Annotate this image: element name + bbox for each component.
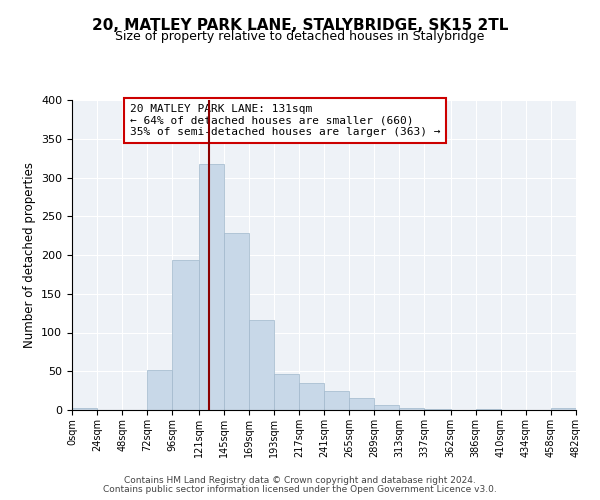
Bar — [72, 408, 97, 410]
Text: 20, MATLEY PARK LANE, STALYBRIDGE, SK15 2TL: 20, MATLEY PARK LANE, STALYBRIDGE, SK15 … — [92, 18, 508, 32]
Bar — [199, 164, 224, 410]
Bar — [399, 408, 424, 410]
Bar — [249, 320, 274, 410]
Bar — [349, 398, 374, 410]
Text: Contains public sector information licensed under the Open Government Licence v3: Contains public sector information licen… — [103, 485, 497, 494]
Y-axis label: Number of detached properties: Number of detached properties — [23, 162, 35, 348]
Text: Size of property relative to detached houses in Stalybridge: Size of property relative to detached ho… — [115, 30, 485, 43]
Text: Contains HM Land Registry data © Crown copyright and database right 2024.: Contains HM Land Registry data © Crown c… — [124, 476, 476, 485]
Bar — [224, 234, 249, 410]
Bar — [274, 374, 299, 410]
Bar — [374, 406, 399, 410]
Bar — [172, 260, 199, 410]
Bar — [476, 409, 501, 410]
Bar — [324, 392, 349, 410]
Bar — [424, 409, 451, 410]
Bar — [551, 408, 576, 410]
Text: 20 MATLEY PARK LANE: 131sqm
← 64% of detached houses are smaller (660)
35% of se: 20 MATLEY PARK LANE: 131sqm ← 64% of det… — [130, 104, 440, 137]
Bar — [147, 370, 172, 410]
Bar — [299, 383, 324, 410]
